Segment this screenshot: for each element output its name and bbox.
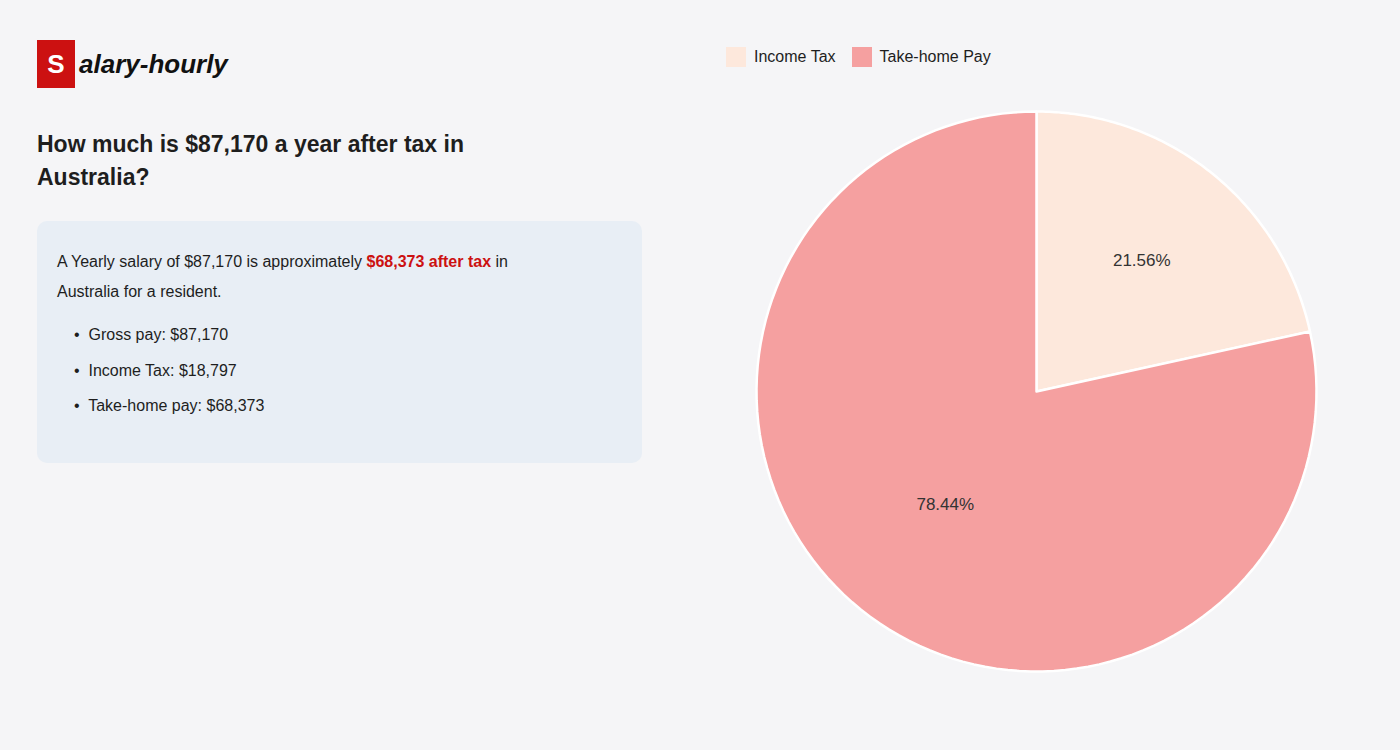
- html-text:Take-home Pay: Take-home Pay: [879, 47, 991, 65]
- html-text:• Take-home pay: $68,373: • Take-home pay: $68,373: [74, 396, 265, 414]
- html-text:How much is $87,170 a year aft: How much is $87,170 a year after tax in: [37, 131, 464, 157]
- html-text:Income Tax: Income Tax: [754, 47, 836, 65]
- html-text:• Income Tax: $18,797: • Income Tax: $18,797: [74, 361, 237, 379]
- html-text:Australia?: Australia?: [37, 164, 150, 191]
- html-text:A Yearly salary of $87,170 is: A Yearly salary of $87,170 is approximat…: [57, 252, 508, 270]
- svg-text:78.44%: 78.44%: [916, 495, 974, 514]
- html-text:Australia for a resident.: Australia for a resident.: [57, 283, 222, 301]
- html-text:• Gross pay: $87,170: • Gross pay: $87,170: [74, 326, 229, 344]
- svg-text:21.56%: 21.56%: [1113, 251, 1171, 270]
- html-text:alary-hourly: alary-hourly: [79, 48, 228, 79]
- html-text:S: S: [47, 48, 65, 79]
